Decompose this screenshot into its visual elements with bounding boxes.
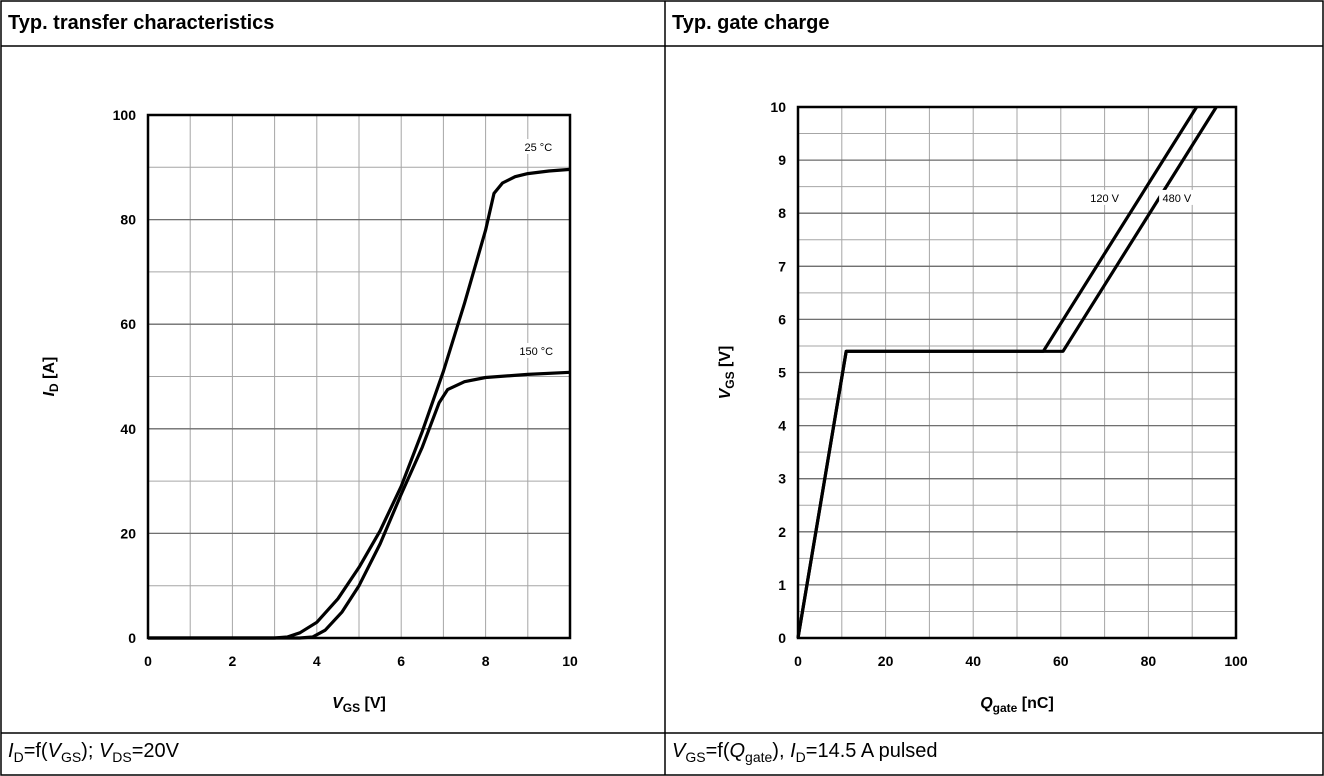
series-label: 150 °C	[519, 346, 553, 358]
y-tick-label: 1	[778, 577, 786, 593]
caption-subscript: DS	[112, 749, 132, 765]
y-tick-label: 7	[778, 258, 786, 274]
caption-symbol: Q	[729, 740, 746, 762]
x-tick-label: 10	[562, 653, 578, 669]
caption-subscript: GS	[60, 749, 82, 765]
y-tick-label: 0	[128, 630, 136, 646]
x-tick-label: 100	[1224, 653, 1248, 669]
x-tick-label: 0	[794, 653, 802, 669]
y-tick-label: 9	[778, 152, 786, 168]
series-line	[148, 167, 571, 640]
series-label: 25 °C	[525, 142, 553, 154]
series-label-background	[520, 138, 557, 154]
caption-symbol: V	[672, 740, 686, 762]
plot-frame	[146, 113, 572, 640]
series-label-background	[515, 342, 558, 358]
x-tick-label: 0	[144, 653, 152, 669]
x-tick-label: 4	[313, 653, 321, 669]
y-tick-label: 0	[778, 630, 786, 646]
caption-text: );	[81, 740, 94, 762]
y-axis-label: ID [A]	[41, 357, 61, 397]
caption-text: =f(	[23, 740, 48, 762]
y-axis-label: VGS [V]	[717, 346, 737, 400]
x-tick-label: 80	[1141, 653, 1157, 669]
series-line	[796, 106, 1218, 639]
y-tick-label: 80	[120, 212, 136, 228]
x-tick-label: 8	[482, 653, 490, 669]
panel-header-transfer: Typ. transfer characteristics	[8, 12, 275, 34]
x-tick-label: 40	[965, 653, 981, 669]
caption-text: =20V	[131, 740, 180, 762]
caption-subscript: D	[795, 749, 806, 765]
x-tick-label: 20	[878, 653, 894, 669]
y-tick-label: 4	[778, 418, 786, 434]
series-label-background	[1159, 189, 1195, 205]
y-tick-label: 5	[778, 365, 786, 381]
series-label-background	[1086, 189, 1123, 205]
caption-symbol: V	[98, 740, 113, 762]
plot-frame	[796, 105, 1238, 640]
x-tick-label: 60	[1053, 653, 1069, 669]
x-axis-label: VGS [V]	[332, 695, 386, 715]
series-label: 480 V	[1162, 193, 1191, 205]
y-tick-label: 20	[120, 525, 136, 541]
caption-symbol: V	[47, 740, 61, 762]
y-tick-label: 3	[778, 471, 786, 487]
y-tick-label: 6	[778, 311, 786, 327]
caption-symbol: I	[790, 740, 796, 762]
series-line	[148, 370, 571, 640]
caption-transfer: ID=f(VGS); VDS=20V	[8, 740, 179, 765]
caption-text: =f(	[705, 740, 730, 762]
caption-subscript: gate	[745, 749, 773, 765]
caption-subscript: GS	[685, 749, 706, 765]
caption-subscript: D	[13, 749, 24, 765]
caption-text: =14.5 A pulsed	[805, 740, 938, 762]
gate-charge-chart: 0 20 40 60 80 100 0 1 2 3 4 5 6 7 8 9 10 Qgate [nC] VGS [V…	[717, 99, 1248, 715]
series-label: 120 V	[1090, 193, 1119, 205]
caption-symbol: I	[8, 740, 14, 762]
y-tick-label: 2	[778, 524, 786, 540]
x-tick-label: 2	[229, 653, 237, 669]
x-tick-label: 6	[397, 653, 405, 669]
y-tick-label: 10	[770, 99, 786, 115]
y-tick-label: 40	[120, 421, 136, 437]
y-tick-label: 8	[778, 205, 786, 221]
caption-gate-charge: VGS=f(Qgate), ID=14.5 A pulsed	[672, 740, 938, 765]
caption-text: ),	[772, 740, 785, 762]
y-tick-label: 100	[113, 107, 137, 123]
panel-header-gate-charge: Typ. gate charge	[672, 12, 830, 34]
y-tick-label: 60	[120, 316, 136, 332]
x-axis-label: Qgate [nC]	[980, 695, 1054, 715]
